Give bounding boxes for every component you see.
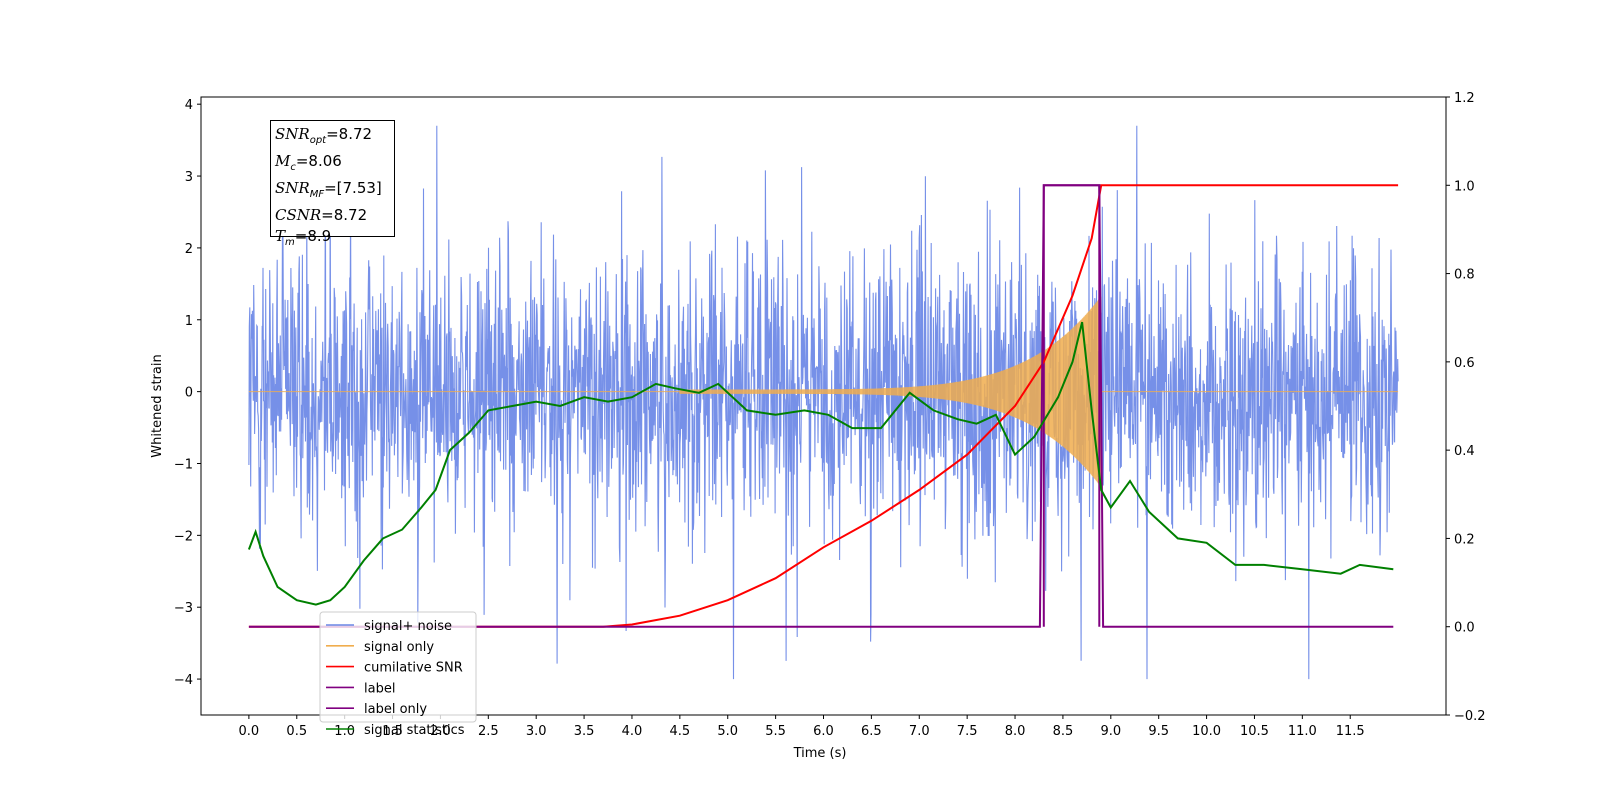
legend-label: cumilative SNR — [364, 661, 463, 676]
x-tick-label: 6.0 — [813, 724, 834, 739]
tm-row: Tm=8.9 — [275, 227, 332, 248]
tm-value: =8.9 — [294, 227, 332, 245]
x-tick-label: 7.5 — [957, 724, 978, 739]
snr-opt-value: =8.72 — [326, 125, 373, 143]
x-tick-label: 0.5 — [286, 724, 307, 739]
cumulative-snr-line — [248, 184, 1399, 628]
signal-statistics-line — [247, 321, 1394, 606]
x-tick-label: 0.0 — [239, 724, 260, 739]
y-left-tick-label: 3 — [185, 170, 193, 185]
y-right-tick-label: 1.0 — [1454, 179, 1475, 194]
legend-label: signal statistics — [364, 723, 465, 738]
x-tick-label: 3.0 — [526, 724, 547, 739]
legend-box — [319, 611, 477, 723]
signal-noise-line — [248, 125, 1399, 680]
y-right-tick-label: 0.8 — [1454, 268, 1475, 283]
y-left-tick-label: 0 — [185, 386, 193, 401]
x-tick-label: 3.5 — [574, 724, 595, 739]
y-right-tick-label: 0.6 — [1454, 356, 1475, 371]
signal-noise-series — [248, 125, 1399, 680]
x-tick-label: 4.5 — [670, 724, 691, 739]
x-tick-label: 10.0 — [1192, 724, 1221, 739]
x-tick-label: 11.5 — [1336, 724, 1365, 739]
y-left-tick-label: 2 — [185, 242, 193, 257]
x-tick-label: 2.0 — [430, 724, 451, 739]
legend: signal+ noise signal only cumilative SNR la… — [319, 611, 477, 738]
x-axis-ticks: 0.0 0.5 1.0 1.5 2.0 2.5 3.0 3.5 4.0 4.5 5.0 5.5 6.0 6… — [239, 715, 1365, 739]
mc-value: =8.06 — [295, 152, 342, 170]
label-line — [248, 184, 1394, 628]
legend-label: signal+ noise — [364, 619, 452, 634]
y-right-tick-label: 1.2 — [1454, 91, 1475, 106]
y-axis-left-ticks: −4 −3 −2 −1 0 1 2 3 4 — [174, 98, 201, 688]
mc-row: Mc=8.06 — [275, 152, 342, 173]
snr-opt-row: SNRopt=8.72 — [275, 125, 373, 146]
snr-mf-value: =[7.53] — [324, 179, 382, 197]
x-tick-label: 4.0 — [622, 724, 643, 739]
x-tick-label: 1.0 — [334, 724, 355, 739]
x-tick-label: 2.5 — [478, 724, 499, 739]
snr-mf-row: SNRMF=[7.53] — [275, 179, 382, 200]
overlay-lines — [247, 184, 1399, 628]
y-right-tick-label: 0.0 — [1454, 621, 1475, 636]
snr-info-box: SNRopt=8.72 Mc=8.06 SNRMF=[7.53] CSNR=8.… — [270, 120, 395, 248]
x-tick-label: 5.0 — [717, 724, 738, 739]
y-axis-label: Whitened strain — [150, 354, 165, 457]
legend-label: label only — [364, 702, 427, 717]
y-right-tick-label: 0.2 — [1454, 532, 1475, 547]
csnr-value: =8.72 — [321, 206, 368, 224]
x-tick-label: 1.5 — [382, 724, 403, 739]
y-left-tick-label: −1 — [174, 457, 193, 472]
x-tick-label: 8.0 — [1005, 724, 1026, 739]
x-tick-label: 6.5 — [861, 724, 882, 739]
signal-only-line — [248, 296, 1399, 487]
y-left-tick-label: 4 — [185, 98, 193, 113]
signal-only-series — [248, 296, 1399, 487]
csnr-row: CSNR=8.72 — [275, 206, 368, 224]
plot-area — [247, 125, 1399, 680]
x-tick-label: 9.0 — [1100, 724, 1121, 739]
legend-label: label — [364, 681, 395, 696]
x-tick-label: 8.5 — [1053, 724, 1074, 739]
x-axis-label: Time (s) — [793, 746, 847, 761]
x-tick-label: 9.5 — [1148, 724, 1169, 739]
x-tick-label: 5.5 — [765, 724, 786, 739]
y-right-tick-label: −0.2 — [1454, 709, 1486, 724]
legend-label: signal only — [364, 640, 434, 655]
x-tick-label: 7.0 — [909, 724, 930, 739]
y-axis-right-ticks: −0.2 0.0 0.2 0.4 0.6 0.8 1.0 1.2 — [1446, 91, 1486, 724]
y-left-tick-label: 1 — [185, 314, 193, 329]
y-left-tick-label: −3 — [174, 601, 193, 616]
y-left-tick-label: −2 — [174, 529, 193, 544]
x-tick-label: 10.5 — [1240, 724, 1269, 739]
y-right-tick-label: 0.4 — [1454, 444, 1475, 459]
y-left-tick-label: −4 — [174, 673, 193, 688]
x-tick-label: 11.0 — [1288, 724, 1317, 739]
